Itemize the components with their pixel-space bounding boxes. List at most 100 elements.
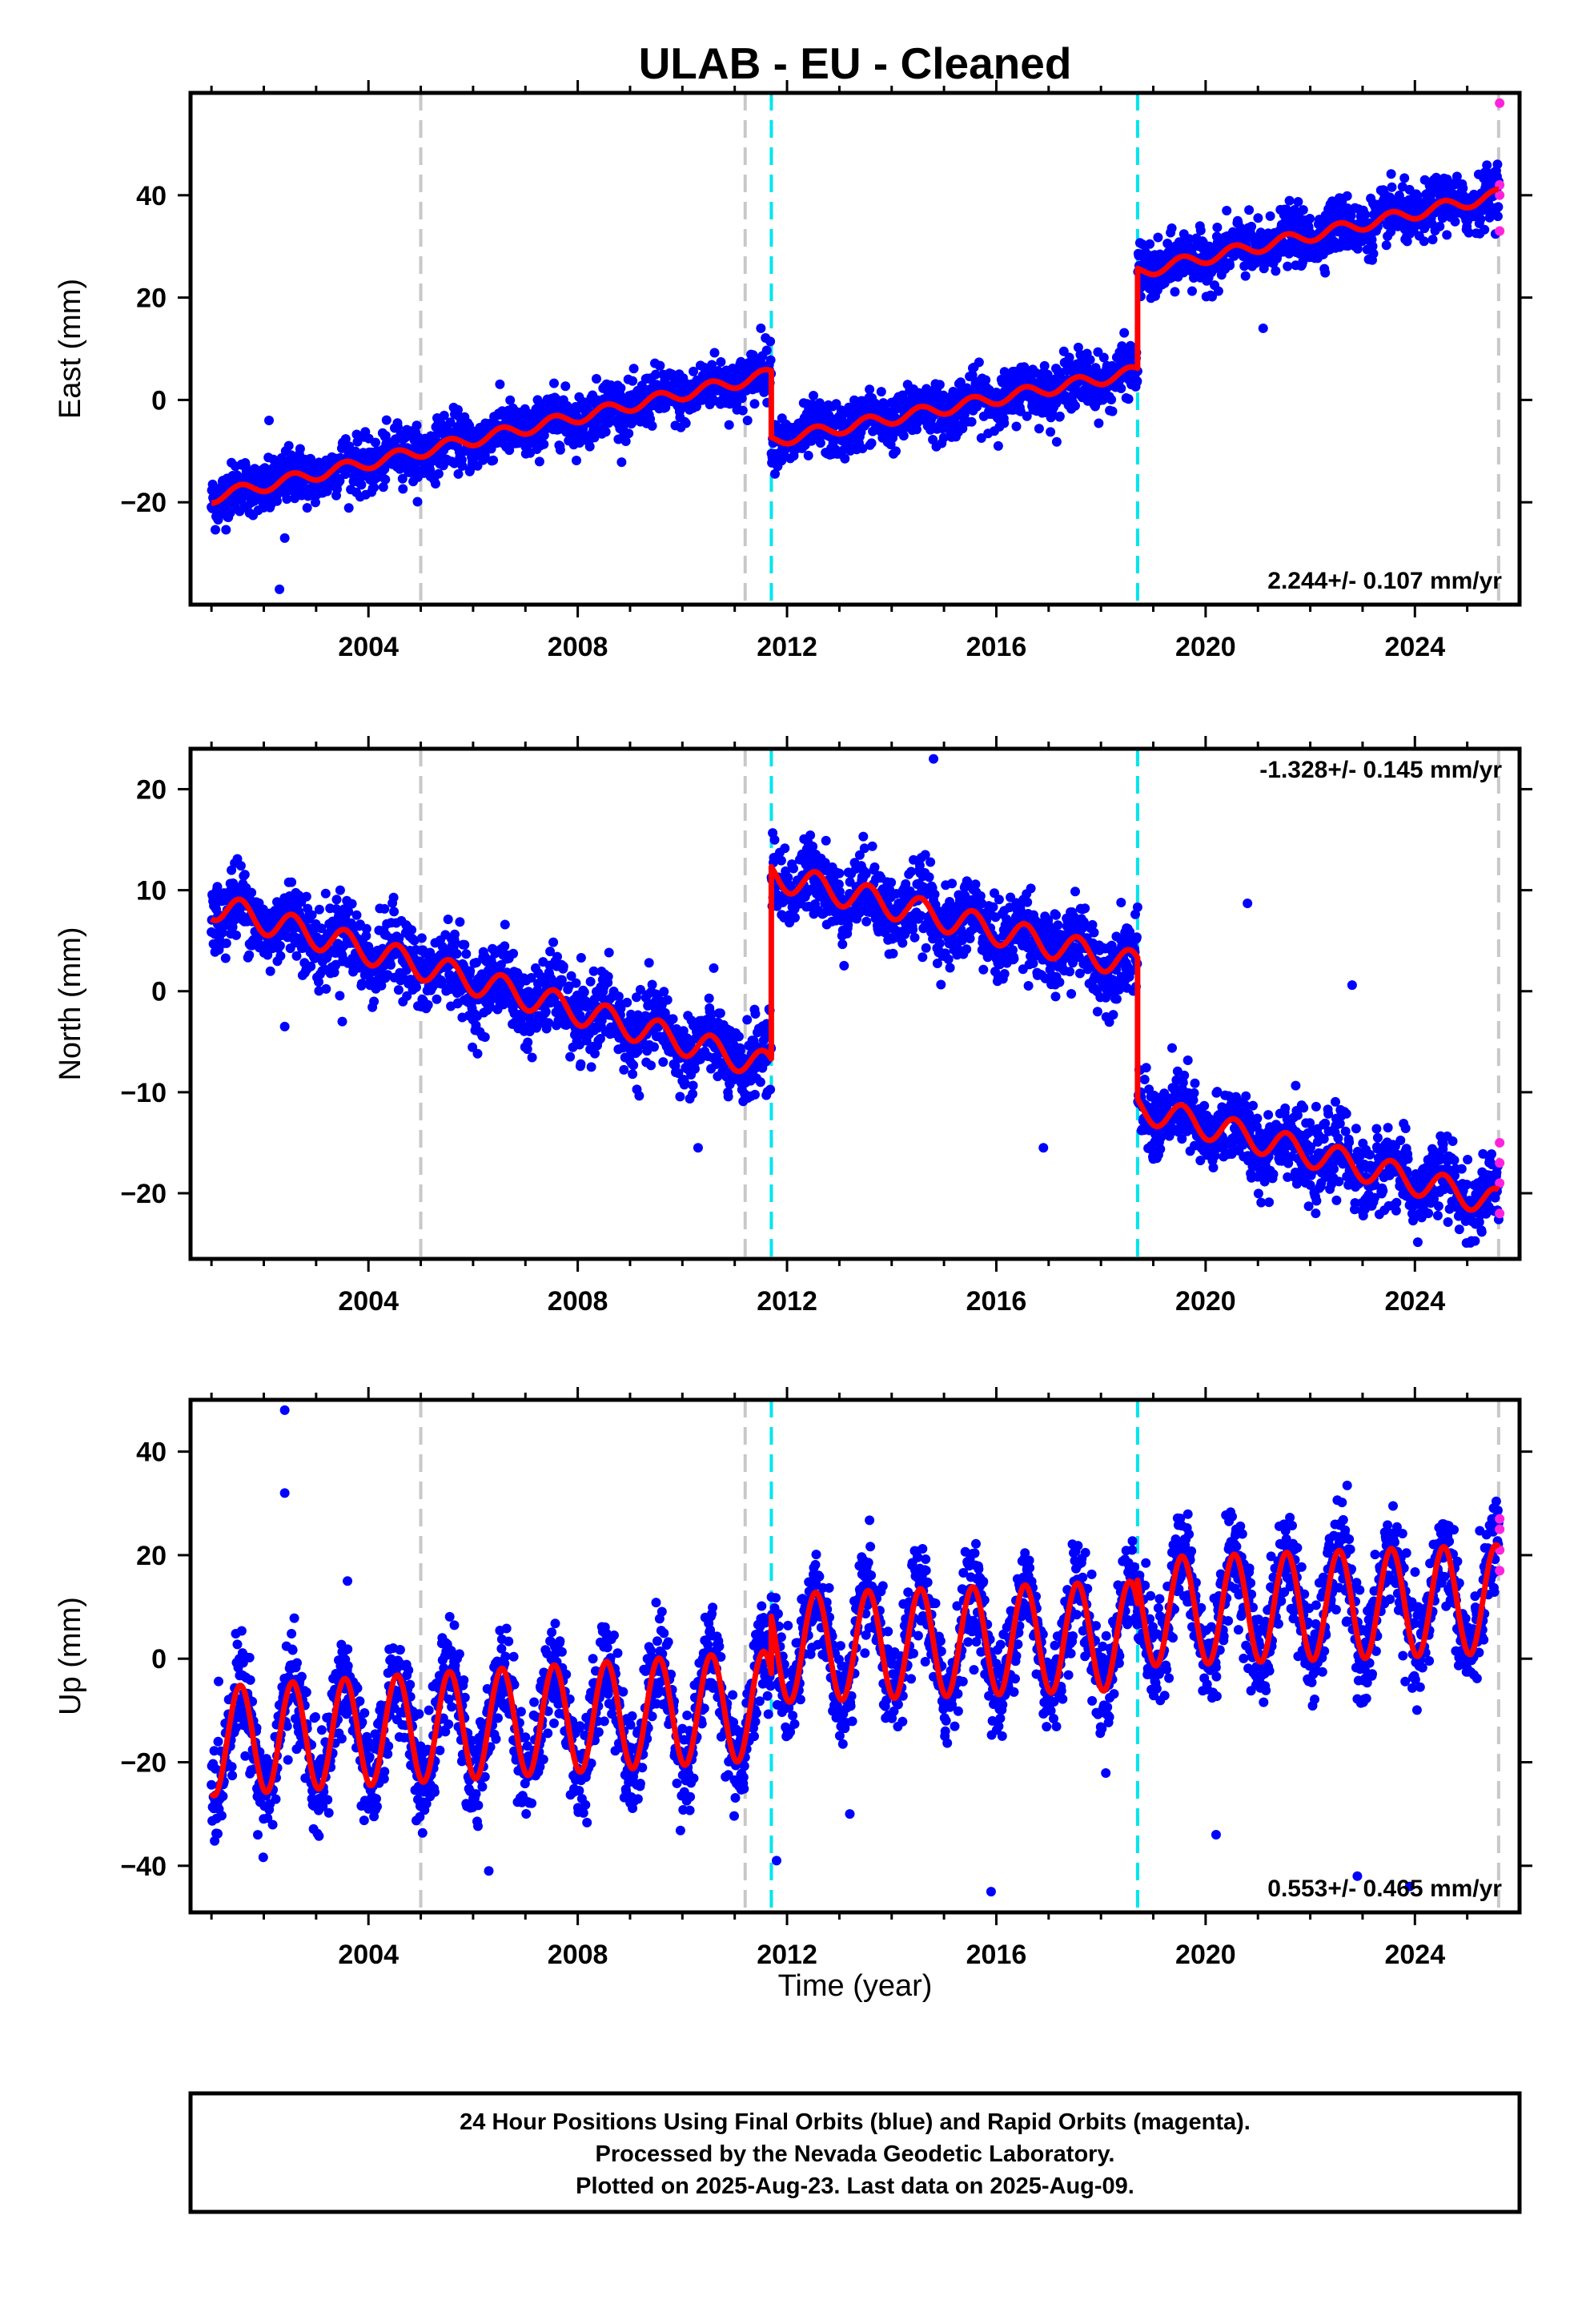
- final-orbit-point: [723, 1092, 733, 1102]
- final-orbit-point: [628, 1069, 638, 1080]
- final-orbit-point: [790, 912, 800, 923]
- final-orbit-point: [389, 907, 400, 917]
- final-orbit-point: [659, 987, 669, 997]
- final-orbit-point: [1212, 223, 1223, 232]
- final-orbit-point: [239, 870, 250, 880]
- final-orbit-point: [651, 369, 661, 380]
- final-orbit-point: [628, 1060, 639, 1071]
- final-orbit-point: [938, 432, 949, 443]
- final-orbit-point: [649, 1042, 659, 1052]
- final-orbit-point: [661, 402, 671, 412]
- final-orbit-point: [455, 917, 465, 927]
- final-orbit-point: [311, 497, 320, 508]
- final-orbit-point: [361, 923, 371, 934]
- y-tick-label: −20: [120, 488, 167, 518]
- final-orbit-point: [1427, 235, 1438, 245]
- final-orbit-point: [283, 440, 294, 451]
- final-orbit-point: [1265, 211, 1275, 221]
- figure-title: ULAB - EU - Cleaned: [639, 38, 1072, 88]
- final-orbit-point: [412, 420, 422, 431]
- final-orbit-point: [331, 895, 342, 905]
- final-orbit-point: [220, 953, 231, 963]
- final-orbit-point: [1284, 195, 1295, 206]
- final-orbit-point: [658, 1057, 669, 1068]
- plot-area: [207, 93, 1505, 605]
- final-orbit-point: [765, 355, 776, 365]
- final-orbit-point: [555, 444, 565, 455]
- y-tick-label: 40: [136, 181, 167, 211]
- final-orbit-point: [815, 438, 825, 448]
- final-orbit-point: [616, 457, 627, 468]
- final-orbit-point: [1022, 411, 1032, 421]
- final-orbit-point: [1298, 205, 1308, 215]
- final-orbit-point: [1346, 211, 1356, 221]
- final-orbit-point: [716, 357, 726, 367]
- x-tick-label: 2004: [338, 632, 399, 662]
- final-orbit-point: [1368, 248, 1379, 259]
- final-orbit-point: [343, 503, 354, 513]
- final-orbit-point: [335, 885, 345, 895]
- final-orbit-point: [275, 940, 285, 951]
- final-orbit-point: [1283, 261, 1293, 271]
- final-orbit-point: [981, 375, 991, 385]
- final-orbit-point: [552, 951, 562, 962]
- final-orbit-point: [423, 999, 433, 1010]
- final-orbit-point: [619, 1064, 629, 1075]
- final-orbit-point: [500, 941, 510, 951]
- final-orbit-point: [803, 450, 813, 460]
- final-orbit-point: [805, 830, 816, 840]
- final-orbit-point: [480, 450, 490, 460]
- final-orbit-point: [291, 951, 302, 961]
- final-orbit-point: [809, 391, 818, 400]
- final-orbit-outlier: [279, 533, 290, 543]
- final-orbit-point: [1480, 224, 1490, 235]
- final-orbit-point: [668, 1014, 678, 1024]
- final-orbit-point: [443, 915, 453, 924]
- final-orbit-point: [865, 384, 875, 395]
- final-orbit-point: [589, 432, 600, 443]
- final-orbit-point: [590, 1048, 600, 1059]
- final-orbit-point: [1034, 424, 1044, 434]
- final-orbit-point: [876, 387, 886, 397]
- y-tick-label: 20: [136, 283, 167, 314]
- final-orbit-point: [351, 910, 362, 920]
- final-orbit-point: [527, 1052, 537, 1063]
- final-orbit-point: [1119, 328, 1130, 338]
- final-orbit-point: [1195, 225, 1206, 235]
- final-orbit-point: [495, 379, 505, 389]
- final-orbit-point: [539, 430, 549, 440]
- final-orbit-point: [549, 378, 559, 388]
- final-orbit-point: [600, 427, 611, 437]
- final-orbit-point: [1011, 421, 1022, 432]
- final-orbit-point: [769, 834, 780, 845]
- final-orbit-point: [571, 978, 581, 988]
- final-orbit-point: [628, 364, 639, 374]
- final-orbit-point: [302, 503, 312, 513]
- final-orbit-point: [379, 903, 390, 914]
- final-orbit-point: [999, 418, 1010, 428]
- rapid-orbit-point: [1495, 226, 1505, 236]
- final-orbit-point: [457, 460, 468, 471]
- final-orbit-point: [347, 899, 357, 909]
- final-orbit-point: [576, 1059, 586, 1069]
- final-orbit-point: [369, 996, 379, 1007]
- final-orbit-point: [1476, 214, 1486, 224]
- final-orbit-point: [1207, 292, 1217, 302]
- final-orbit-point: [379, 464, 390, 474]
- final-orbit-point: [750, 1009, 761, 1019]
- final-orbit-point: [737, 393, 747, 404]
- final-orbit-point: [488, 455, 499, 465]
- rapid-orbit-point: [1495, 98, 1505, 108]
- final-orbit-point: [647, 979, 657, 990]
- final-orbit-point: [749, 399, 760, 409]
- final-orbit-point: [523, 1037, 533, 1047]
- final-orbit-point: [585, 976, 596, 987]
- final-orbit-point: [620, 436, 631, 446]
- final-orbit-point: [388, 892, 399, 903]
- final-orbit-point: [335, 991, 345, 1001]
- final-orbit-point: [1360, 210, 1371, 219]
- final-orbit-point: [1244, 205, 1255, 215]
- final-orbit-point: [783, 872, 793, 883]
- final-orbit-point: [634, 1091, 644, 1101]
